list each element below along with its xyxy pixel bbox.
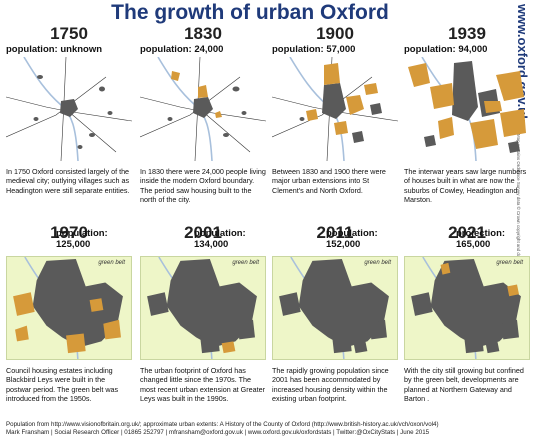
panel-population: population: unknown bbox=[6, 44, 103, 55]
panel-year: 2001 bbox=[184, 223, 222, 242]
panel-population: population: 57,000 bbox=[272, 44, 356, 55]
map-1900 bbox=[272, 57, 398, 161]
panel-year: 2011 bbox=[316, 223, 354, 242]
map-2021: green belt bbox=[404, 256, 530, 360]
footer: Population from http://www.visionofbrita… bbox=[6, 421, 534, 437]
panel-population: projection: 165,000 bbox=[456, 228, 506, 250]
panel-1750: 1750 population: unknown In 1750 Oxford … bbox=[6, 25, 132, 195]
panel-year: 2021 bbox=[448, 223, 486, 242]
panel-description: The interwar years saw large numbers of … bbox=[404, 167, 527, 204]
panel-population: population: 94,000 bbox=[404, 44, 488, 55]
panel-population: population: 152,000 bbox=[326, 228, 378, 250]
map-2001: green belt bbox=[140, 256, 266, 360]
panel-description: The rapidly growing population since 200… bbox=[272, 366, 389, 403]
green-belt-label: green belt bbox=[364, 260, 391, 266]
panel-population: population: 125,000 bbox=[56, 228, 108, 250]
panel-population: population: 134,000 bbox=[194, 228, 246, 250]
map-1939 bbox=[404, 57, 530, 161]
panel-2021: 2021 projection: 165,000 green belt With… bbox=[404, 224, 530, 403]
map-1750 bbox=[6, 57, 132, 161]
panel-2001: 2001 population: 134,000 green belt The … bbox=[140, 224, 266, 403]
page-title: The growth of urban Oxford bbox=[111, 1, 389, 24]
panel-population: population: 24,000 bbox=[140, 44, 224, 55]
panel-1900: 1900 population: 57,000 Between 1830 and… bbox=[272, 25, 398, 195]
footer-sources: Population from http://www.visionofbrita… bbox=[6, 421, 439, 428]
panel-description: In 1830 there were 24,000 people living … bbox=[140, 167, 266, 204]
panel-year: 1750 bbox=[50, 24, 88, 43]
panel-year: 1939 bbox=[448, 24, 486, 43]
panel-1970: 1970 population: 125,000 green belt Coun… bbox=[6, 224, 132, 403]
map-1970: green belt bbox=[6, 256, 132, 360]
map-1830 bbox=[140, 57, 266, 161]
green-belt-label: green belt bbox=[98, 260, 125, 266]
panel-2011: 2011 population: 152,000 green belt The … bbox=[272, 224, 398, 403]
green-belt-label: green belt bbox=[232, 260, 259, 266]
panel-year: 1970 bbox=[50, 223, 88, 242]
panel-year: 1900 bbox=[316, 24, 354, 43]
panel-description: Council housing estates including Blackb… bbox=[6, 366, 119, 403]
footer-contact: Mark Fransham | Social Research Officer … bbox=[6, 429, 430, 436]
green-belt-label: green belt bbox=[496, 260, 523, 266]
panel-description: The urban footprint of Oxford has change… bbox=[140, 366, 266, 403]
panel-year: 1830 bbox=[184, 24, 222, 43]
panel-description: With the city still growing but confined… bbox=[404, 366, 524, 403]
panel-1939: 1939 population: 94,000 The interwar yea… bbox=[404, 25, 530, 204]
panel-description: In 1750 Oxford consisted largely of the … bbox=[6, 167, 130, 195]
panel-1830: 1830 population: 24,000 In 1830 there we… bbox=[140, 25, 266, 204]
map-2011: green belt bbox=[272, 256, 398, 360]
panel-description: Between 1830 and 1900 there were major u… bbox=[272, 167, 386, 195]
